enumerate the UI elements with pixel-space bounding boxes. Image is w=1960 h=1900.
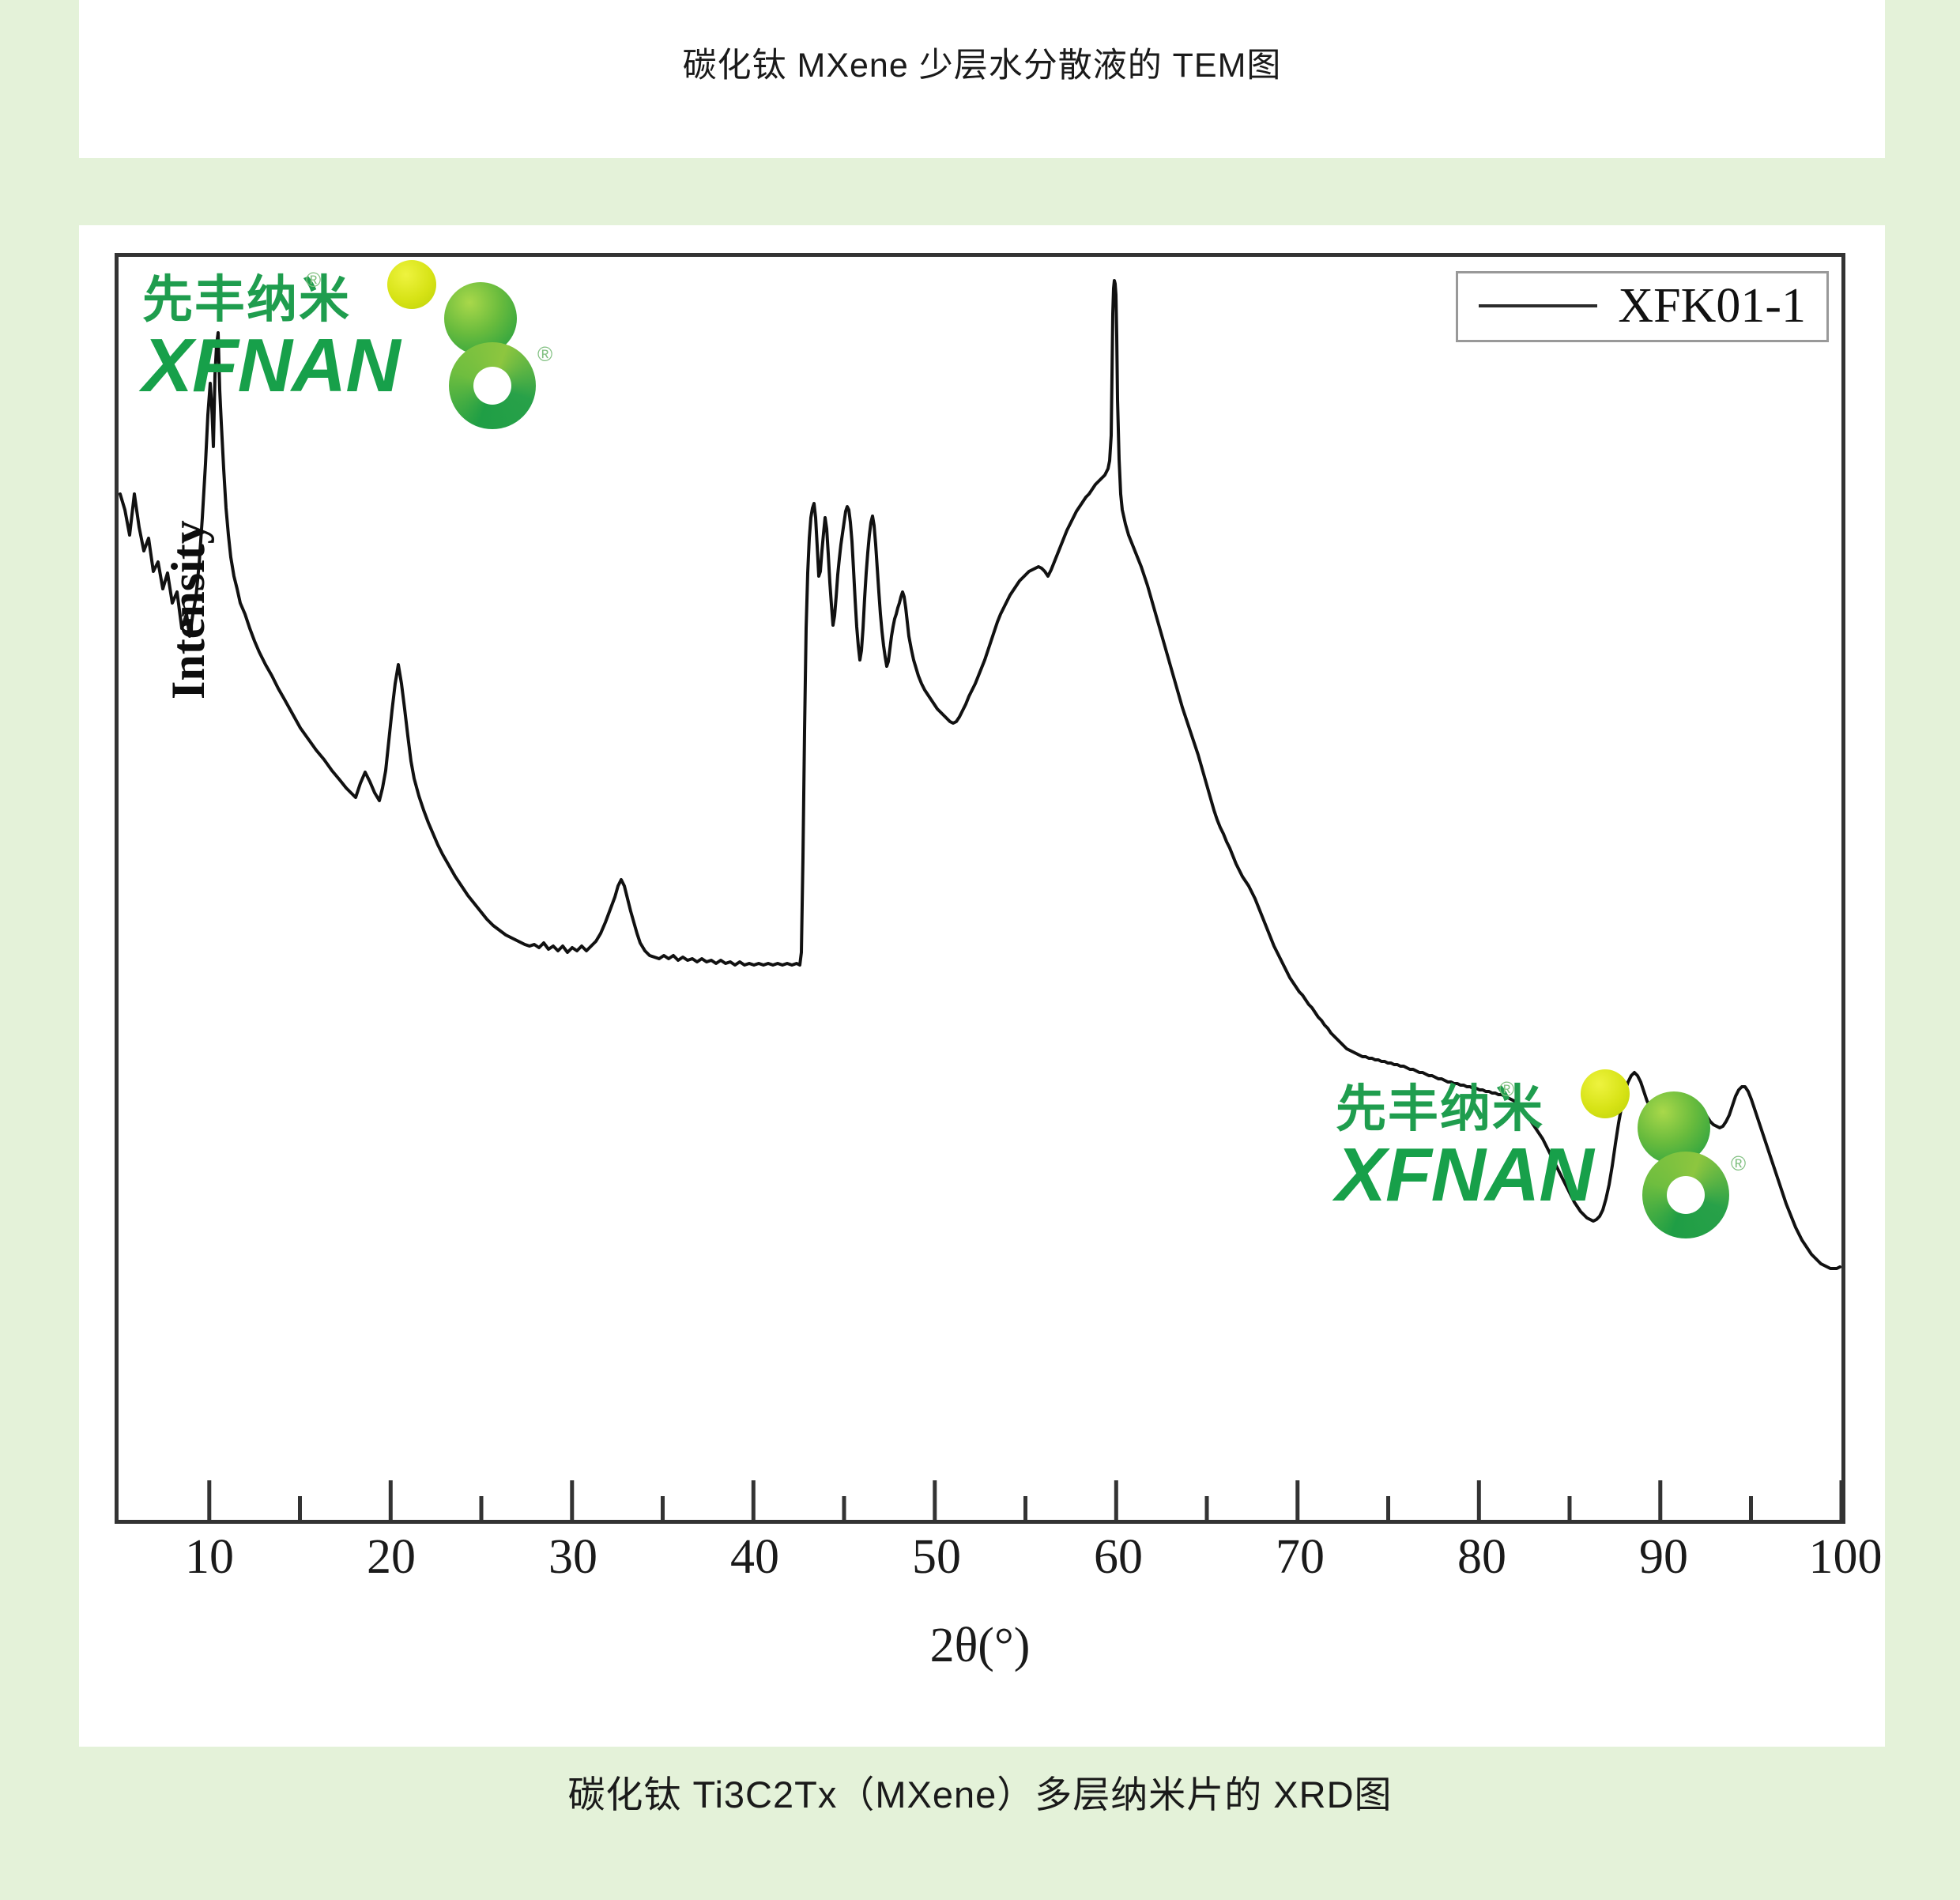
chart-legend[interactable]: XFK01-1	[1456, 271, 1829, 342]
logo-yellow-ball-icon-top	[387, 260, 436, 309]
legend-series-label: XFK01-1	[1618, 279, 1806, 333]
watermark-logo-bottom: 先丰纳米 XFNAN ® ®	[1336, 1069, 1746, 1238]
logo-registered-mark-bottom: ®	[1499, 1077, 1515, 1101]
logo-english-text-top: XFNAN	[142, 323, 401, 408]
logo-ring-o-icon-top	[449, 342, 536, 429]
x-axis-tick-labels: 10 20 30 40 50 60 70 80 90 100	[115, 1529, 1883, 1593]
logo-green-ball-icon-top	[444, 282, 517, 355]
legend-line-swatch	[1479, 304, 1598, 307]
top-caption-card: 碳化钛 MXene 少层水分散液的 TEM图	[79, 0, 1885, 158]
x-tick-label: 60	[1094, 1530, 1143, 1584]
figure-card: XFK01-1 先丰纳米 XFNAN ® ® 先丰纳米 XFNAN ® ®	[79, 225, 1885, 1747]
x-tick-label: 70	[1276, 1530, 1325, 1584]
xrd-curve	[119, 279, 1841, 1270]
watermark-logo-top: 先丰纳米 XFNAN ® ®	[142, 260, 552, 429]
x-tick-label: 40	[730, 1530, 779, 1584]
x-tick-label: 20	[367, 1530, 416, 1584]
logo-registered-mark2-top: ®	[537, 342, 553, 366]
x-tick-label: 50	[912, 1530, 961, 1584]
x-tick-label: 100	[1808, 1530, 1883, 1584]
x-tick-label: 30	[548, 1530, 597, 1584]
x-tick-label: 10	[185, 1530, 234, 1584]
x-axis-label: 2θ(°)	[929, 1619, 1031, 1672]
xrd-plot-svg	[119, 279, 1841, 1270]
x-tick-label: 80	[1457, 1530, 1506, 1584]
bottom-caption-text: 碳化钛 Ti3C2Tx（MXene）多层纳米片的 XRD图	[567, 1774, 1393, 1815]
x-axis-ticks	[207, 1480, 1841, 1520]
logo-registered-mark-top: ®	[306, 268, 322, 292]
logo-chinese-text-top: 先丰纳米	[142, 271, 351, 328]
logo-english-text-bottom: XFNAN	[1336, 1133, 1594, 1217]
logo-green-ball-icon-bottom	[1638, 1091, 1710, 1164]
logo-yellow-ball-icon-bottom	[1581, 1069, 1630, 1118]
logo-chinese-text-bottom: 先丰纳米	[1336, 1080, 1544, 1137]
logo-registered-mark2-bottom: ®	[1731, 1152, 1747, 1175]
x-tick-label: 90	[1639, 1530, 1688, 1584]
xrd-plot-frame: XFK01-1 先丰纳米 XFNAN ® ® 先丰纳米 XFNAN ® ®	[115, 253, 1845, 1524]
logo-ring-o-icon-bottom	[1642, 1152, 1729, 1238]
y-axis-label: Intensity	[162, 520, 214, 699]
top-caption-text: 碳化钛 MXene 少层水分散液的 TEM图	[682, 47, 1282, 85]
